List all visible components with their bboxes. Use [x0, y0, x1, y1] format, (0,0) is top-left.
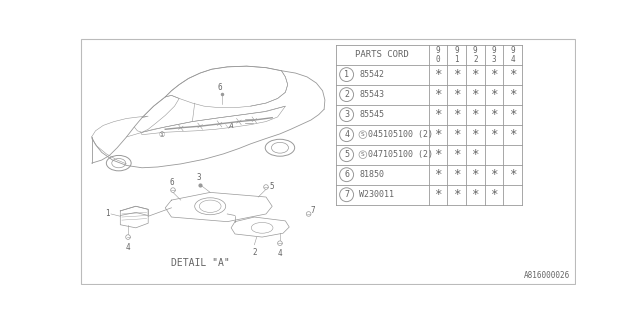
Text: *: * — [453, 128, 460, 141]
Text: 9
3: 9 3 — [492, 45, 496, 64]
Text: 81850: 81850 — [359, 170, 384, 179]
Text: PARTS CORD: PARTS CORD — [355, 50, 409, 59]
Text: *: * — [453, 188, 460, 201]
Circle shape — [340, 88, 353, 101]
Text: A816000026: A816000026 — [524, 271, 570, 280]
Text: DETAIL "A": DETAIL "A" — [171, 258, 230, 268]
Bar — [336, 44, 522, 205]
Circle shape — [340, 128, 353, 141]
Circle shape — [340, 188, 353, 202]
Text: 3: 3 — [344, 110, 349, 119]
Text: *: * — [472, 188, 479, 201]
Text: 2: 2 — [252, 248, 257, 257]
Circle shape — [340, 148, 353, 162]
Text: *: * — [490, 68, 498, 81]
Text: 85542: 85542 — [359, 70, 384, 79]
Text: 1: 1 — [105, 209, 109, 218]
Text: 85543: 85543 — [359, 90, 384, 99]
Text: W230011: W230011 — [359, 190, 394, 199]
Text: 5: 5 — [344, 150, 349, 159]
Text: 1: 1 — [344, 70, 349, 79]
Text: *: * — [490, 188, 498, 201]
Text: 7: 7 — [310, 206, 315, 215]
Text: *: * — [435, 128, 442, 141]
Text: 6: 6 — [169, 178, 174, 187]
Text: S: S — [361, 152, 365, 157]
Circle shape — [340, 168, 353, 182]
Text: 85545: 85545 — [359, 110, 384, 119]
Text: 4: 4 — [125, 243, 131, 252]
Text: 9
0: 9 0 — [436, 45, 440, 64]
Text: ①: ① — [158, 132, 164, 139]
Text: *: * — [453, 148, 460, 161]
Text: 3: 3 — [196, 173, 201, 182]
Text: *: * — [509, 68, 516, 81]
Text: 9
1: 9 1 — [454, 45, 459, 64]
Text: *: * — [453, 88, 460, 101]
Text: *: * — [472, 68, 479, 81]
Circle shape — [340, 108, 353, 122]
Text: *: * — [472, 108, 479, 121]
Text: *: * — [435, 108, 442, 121]
Text: S: S — [361, 132, 365, 137]
Text: *: * — [509, 108, 516, 121]
Text: *: * — [453, 108, 460, 121]
Text: *: * — [435, 188, 442, 201]
Circle shape — [359, 151, 367, 158]
Text: 4: 4 — [344, 130, 349, 139]
Text: 6: 6 — [218, 83, 223, 92]
Text: 9
4: 9 4 — [510, 45, 515, 64]
Text: 045105100 (2): 045105100 (2) — [367, 130, 433, 139]
Text: *: * — [490, 168, 498, 181]
Text: 047105100 (2): 047105100 (2) — [367, 150, 433, 159]
Text: *: * — [490, 88, 498, 101]
Circle shape — [264, 185, 268, 189]
Text: 7: 7 — [344, 190, 349, 199]
Text: *: * — [435, 148, 442, 161]
Text: *: * — [472, 128, 479, 141]
Circle shape — [340, 68, 353, 82]
Text: *: * — [453, 168, 460, 181]
Text: *: * — [435, 88, 442, 101]
Text: *: * — [472, 168, 479, 181]
Text: *: * — [509, 88, 516, 101]
Text: *: * — [490, 128, 498, 141]
Circle shape — [359, 131, 367, 139]
Text: 5: 5 — [269, 182, 274, 191]
Text: *: * — [453, 68, 460, 81]
Circle shape — [278, 241, 282, 245]
Text: 2: 2 — [344, 90, 349, 99]
Text: A: A — [228, 123, 234, 129]
Text: *: * — [435, 68, 442, 81]
Text: *: * — [472, 88, 479, 101]
Circle shape — [307, 212, 311, 216]
Text: 4: 4 — [278, 249, 282, 258]
Circle shape — [125, 235, 131, 239]
Text: *: * — [490, 108, 498, 121]
Text: *: * — [509, 168, 516, 181]
Text: 9
2: 9 2 — [473, 45, 477, 64]
Text: *: * — [472, 148, 479, 161]
Text: 6: 6 — [344, 170, 349, 179]
Circle shape — [171, 188, 175, 192]
Text: *: * — [509, 128, 516, 141]
Text: *: * — [435, 168, 442, 181]
